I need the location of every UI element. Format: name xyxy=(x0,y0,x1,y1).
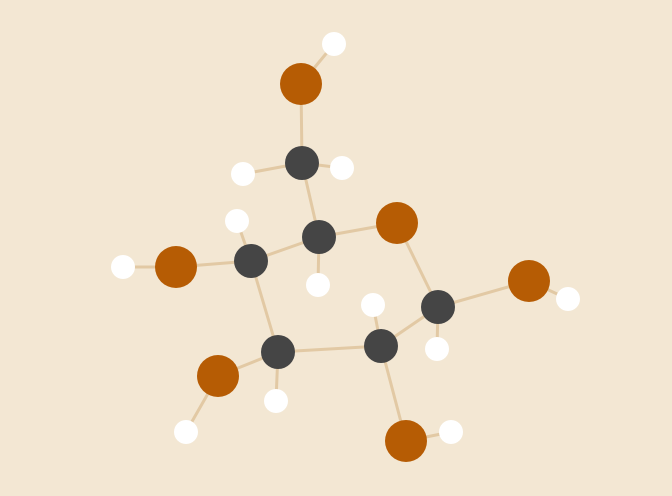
hydrogen-atom-ho6 xyxy=(322,32,346,56)
atoms-layer xyxy=(111,32,580,462)
bonds-layer xyxy=(121,42,570,443)
carbon-atom-c3 xyxy=(261,335,295,369)
carbon-atom-c2 xyxy=(364,329,398,363)
oxygen-atom-o-ring xyxy=(376,202,418,244)
carbon-atom-c5 xyxy=(302,220,336,254)
hydrogen-atom-h3 xyxy=(264,389,288,413)
carbon-atom-c1 xyxy=(421,290,455,324)
carbon-atom-c6 xyxy=(285,146,319,180)
hydrogen-atom-ho3 xyxy=(174,420,198,444)
hydrogen-atom-h2 xyxy=(361,293,385,317)
oxygen-atom-o1 xyxy=(508,260,550,302)
hydrogen-atom-ho4 xyxy=(111,255,135,279)
hydrogen-atom-ho2 xyxy=(439,420,463,444)
oxygen-atom-o3 xyxy=(197,355,239,397)
carbon-atom-c4 xyxy=(234,244,268,278)
hydrogen-atom-h5 xyxy=(306,273,330,297)
hydrogen-atom-h1 xyxy=(425,337,449,361)
bond-c3-c2 xyxy=(276,344,383,354)
hydrogen-atom-h4 xyxy=(225,209,249,233)
oxygen-atom-o2 xyxy=(385,420,427,462)
hydrogen-atom-h6a xyxy=(231,162,255,186)
hydrogen-atom-h6b xyxy=(330,156,354,180)
oxygen-atom-o4 xyxy=(155,246,197,288)
oxygen-atom-o6 xyxy=(280,63,322,105)
hydrogen-atom-ho1 xyxy=(556,287,580,311)
